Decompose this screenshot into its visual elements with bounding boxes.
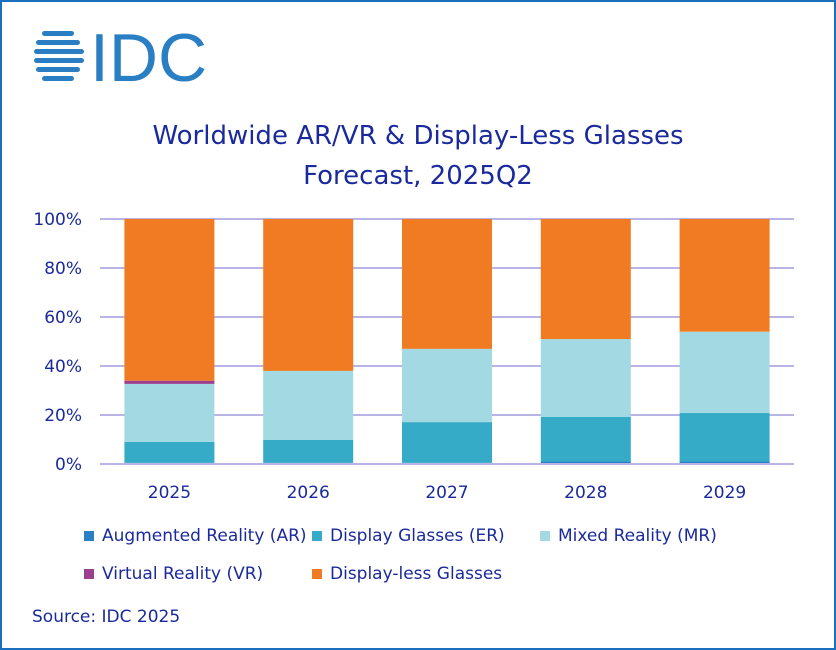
plot-area: 0% 20% 40% 60% 80% 100% 2025 2026 2027 2028 2029	[33, 210, 794, 503]
legend-item-displayless: Display-less Glasses	[312, 564, 502, 584]
legend-label: Augmented Reality (AR)	[102, 526, 307, 546]
bar-segment	[540, 219, 631, 340]
x-tick-label: 2026	[287, 483, 330, 503]
legend-swatch	[84, 569, 94, 579]
legend-label: Display-less Glasses	[330, 564, 503, 584]
bar-segment	[124, 441, 215, 463]
y-tick-label: 80%	[44, 259, 82, 279]
bar-segment	[402, 422, 492, 463]
x-tick-label: 2027	[425, 483, 468, 503]
legend-item-ar: Augmented Reality (AR)	[84, 526, 307, 546]
y-tick-label: 100%	[33, 210, 82, 230]
y-tick-label: 60%	[44, 308, 82, 328]
legend-swatch	[312, 531, 322, 541]
bar-segment	[124, 219, 215, 381]
bar-segment	[263, 370, 354, 440]
legend-item-vr: Virtual Reality (VR)	[84, 564, 263, 584]
title-line-2: Forecast, 2025Q2	[303, 161, 533, 191]
bar-segment	[124, 383, 215, 442]
bar-segment	[124, 380, 215, 384]
bar-segment	[540, 416, 631, 462]
bar-segment	[679, 331, 770, 414]
title-line-1: Worldwide AR/VR & Display-Less Glasses	[152, 121, 684, 151]
x-tick-label: 2028	[564, 483, 607, 503]
y-tick-label: 0%	[55, 455, 82, 475]
y-tick-label: 20%	[44, 406, 82, 426]
bar-segment	[263, 439, 354, 463]
legend-label: Virtual Reality (VR)	[102, 564, 264, 584]
legend-item-mr: Mixed Reality (MR)	[540, 526, 717, 546]
source-note: Source: IDC 2025	[32, 607, 181, 627]
bar-segment	[679, 413, 770, 462]
x-tick-label: 2025	[148, 483, 191, 503]
bar-segment	[679, 461, 770, 464]
y-tick-label: 40%	[44, 357, 82, 377]
chart-title: Worldwide AR/VR & Display-Less Glasses F…	[2, 116, 834, 196]
x-tick-label: 2029	[703, 483, 746, 503]
legend-swatch	[540, 531, 550, 541]
bar-segment	[679, 219, 770, 332]
logo-text: IDC	[90, 26, 207, 86]
legend-label: Display Glasses (ER)	[330, 526, 505, 546]
bar-segment	[402, 348, 492, 423]
legend-label: Mixed Reality (MR)	[558, 526, 717, 546]
legend-item-er: Display Glasses (ER)	[312, 526, 505, 546]
bar-segment	[263, 219, 354, 371]
legend-swatch	[312, 569, 322, 579]
legend-swatch	[84, 531, 94, 541]
bar-segment	[540, 461, 631, 464]
idc-logo: IDC	[34, 26, 207, 86]
bar-segment	[402, 219, 492, 349]
bar-segment	[540, 339, 631, 417]
